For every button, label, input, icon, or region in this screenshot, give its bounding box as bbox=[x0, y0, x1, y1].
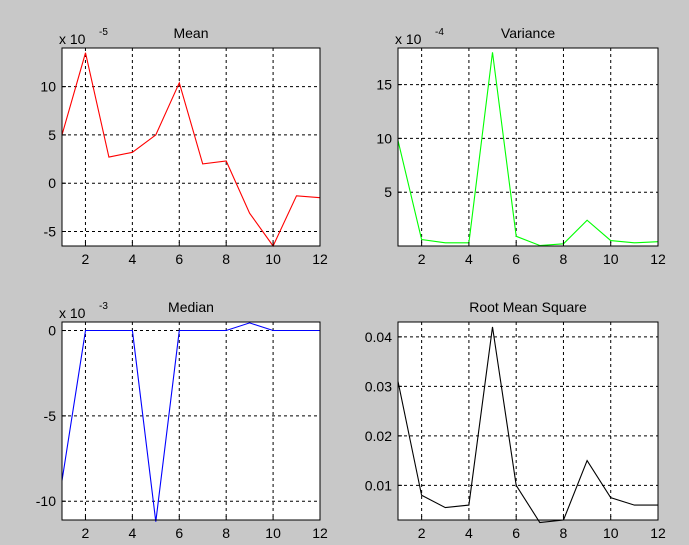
chart-2-axes: 2 4 6 8 10 12 -10 -5 0 Median x 10 -3 bbox=[36, 299, 328, 541]
chart-3-x-tick-label-5: 12 bbox=[650, 525, 666, 541]
chart-2-y-tick-label-2: 0 bbox=[48, 323, 56, 339]
chart-3-plot-area bbox=[398, 322, 658, 520]
chart-1-title: Variance bbox=[501, 25, 555, 41]
chart-1-series-line bbox=[397, 52, 659, 247]
chart-3-x-tick-label-0: 2 bbox=[418, 525, 426, 541]
chart-0-x-tick-label-1: 4 bbox=[128, 251, 136, 267]
chart-0-x-tick-label-5: 12 bbox=[312, 251, 328, 267]
chart-1-x-tick-label-4: 10 bbox=[603, 251, 619, 267]
chart-1-exponent-label: x 10 bbox=[395, 31, 422, 47]
chart-0-axes: 2 4 6 8 10 12 -5 0 5 10 Mean x 10 -5 bbox=[40, 25, 328, 267]
chart-1-y-tick-label-0: 5 bbox=[384, 184, 392, 200]
chart-1-plot-area bbox=[398, 48, 658, 246]
chart-2-exponent-power: -3 bbox=[99, 301, 108, 312]
chart-1-x-tick-label-2: 6 bbox=[512, 251, 520, 267]
chart-3-x-tick-label-1: 4 bbox=[465, 525, 473, 541]
chart-1-y-tick-label-1: 10 bbox=[376, 130, 392, 146]
chart-1-exponent-power: -4 bbox=[435, 27, 444, 38]
chart-0-exponent-power: -5 bbox=[99, 27, 108, 38]
chart-3-title: Root Mean Square bbox=[469, 299, 587, 315]
chart-3-axes: 2 4 6 8 10 12 0.01 0.02 0.03 0.04 Root Mean Square bbox=[365, 299, 666, 541]
chart-3-y-tick-label-2: 0.03 bbox=[365, 378, 392, 394]
chart-1-axes: 2 4 6 8 10 12 5 10 15 Variance x 10 -4 bbox=[376, 25, 666, 267]
chart-0-frame bbox=[61, 47, 321, 247]
chart-3-y-tick-label-1: 0.02 bbox=[365, 428, 392, 444]
chart-2-title: Median bbox=[168, 299, 214, 315]
chart-3-x-tick-label-4: 10 bbox=[603, 525, 619, 541]
chart-1-x-tick-label-0: 2 bbox=[418, 251, 426, 267]
chart-0-y-tick-label-3: 10 bbox=[40, 79, 56, 95]
chart-0-series-line bbox=[61, 52, 321, 248]
chart-3-series-line bbox=[397, 326, 658, 524]
chart-0-plot-area bbox=[62, 48, 320, 246]
chart-1-frame bbox=[397, 47, 659, 247]
chart-2-y-tick-label-1: -5 bbox=[44, 408, 57, 424]
chart-2-frame bbox=[61, 321, 321, 521]
chart-2-x-tick-label-0: 2 bbox=[82, 525, 90, 541]
chart-2-x-tick-label-3: 8 bbox=[222, 525, 230, 541]
chart-0-x-tick-label-2: 6 bbox=[175, 251, 183, 267]
chart-1-x-tick-label-1: 4 bbox=[465, 251, 473, 267]
chart-0-x-tick-label-0: 2 bbox=[82, 251, 90, 267]
chart-3-x-tick-label-3: 8 bbox=[560, 525, 568, 541]
chart-1-x-tick-label-3: 8 bbox=[560, 251, 568, 267]
chart-1-x-tick-label-5: 12 bbox=[650, 251, 666, 267]
chart-2-x-tick-label-1: 4 bbox=[128, 525, 136, 541]
chart-0-x-tick-label-4: 10 bbox=[265, 251, 281, 267]
chart-0-title: Mean bbox=[173, 25, 208, 41]
chart-2-x-tick-label-4: 10 bbox=[265, 525, 281, 541]
chart-3-y-tick-label-0: 0.01 bbox=[365, 477, 392, 493]
chart-2-exponent-label: x 10 bbox=[59, 305, 86, 321]
chart-2-y-tick-label-0: -10 bbox=[36, 493, 56, 509]
chart-0-exponent-label: x 10 bbox=[59, 31, 86, 47]
chart-0-x-tick-label-3: 8 bbox=[222, 251, 230, 267]
chart-3-frame bbox=[397, 321, 659, 521]
chart-0-y-tick-label-1: 0 bbox=[48, 175, 56, 191]
chart-3-y-tick-label-3: 0.04 bbox=[365, 329, 392, 345]
chart-0-y-tick-label-0: -5 bbox=[44, 224, 57, 240]
chart-0-y-tick-label-2: 5 bbox=[48, 127, 56, 143]
chart-3-x-tick-label-2: 6 bbox=[512, 525, 520, 541]
chart-1-y-tick-label-2: 15 bbox=[376, 77, 392, 93]
chart-2-series-line bbox=[61, 322, 320, 522]
chart-2-x-tick-label-5: 12 bbox=[312, 525, 328, 541]
chart-2-plot-area bbox=[62, 322, 320, 520]
chart-2-x-tick-label-2: 6 bbox=[175, 525, 183, 541]
